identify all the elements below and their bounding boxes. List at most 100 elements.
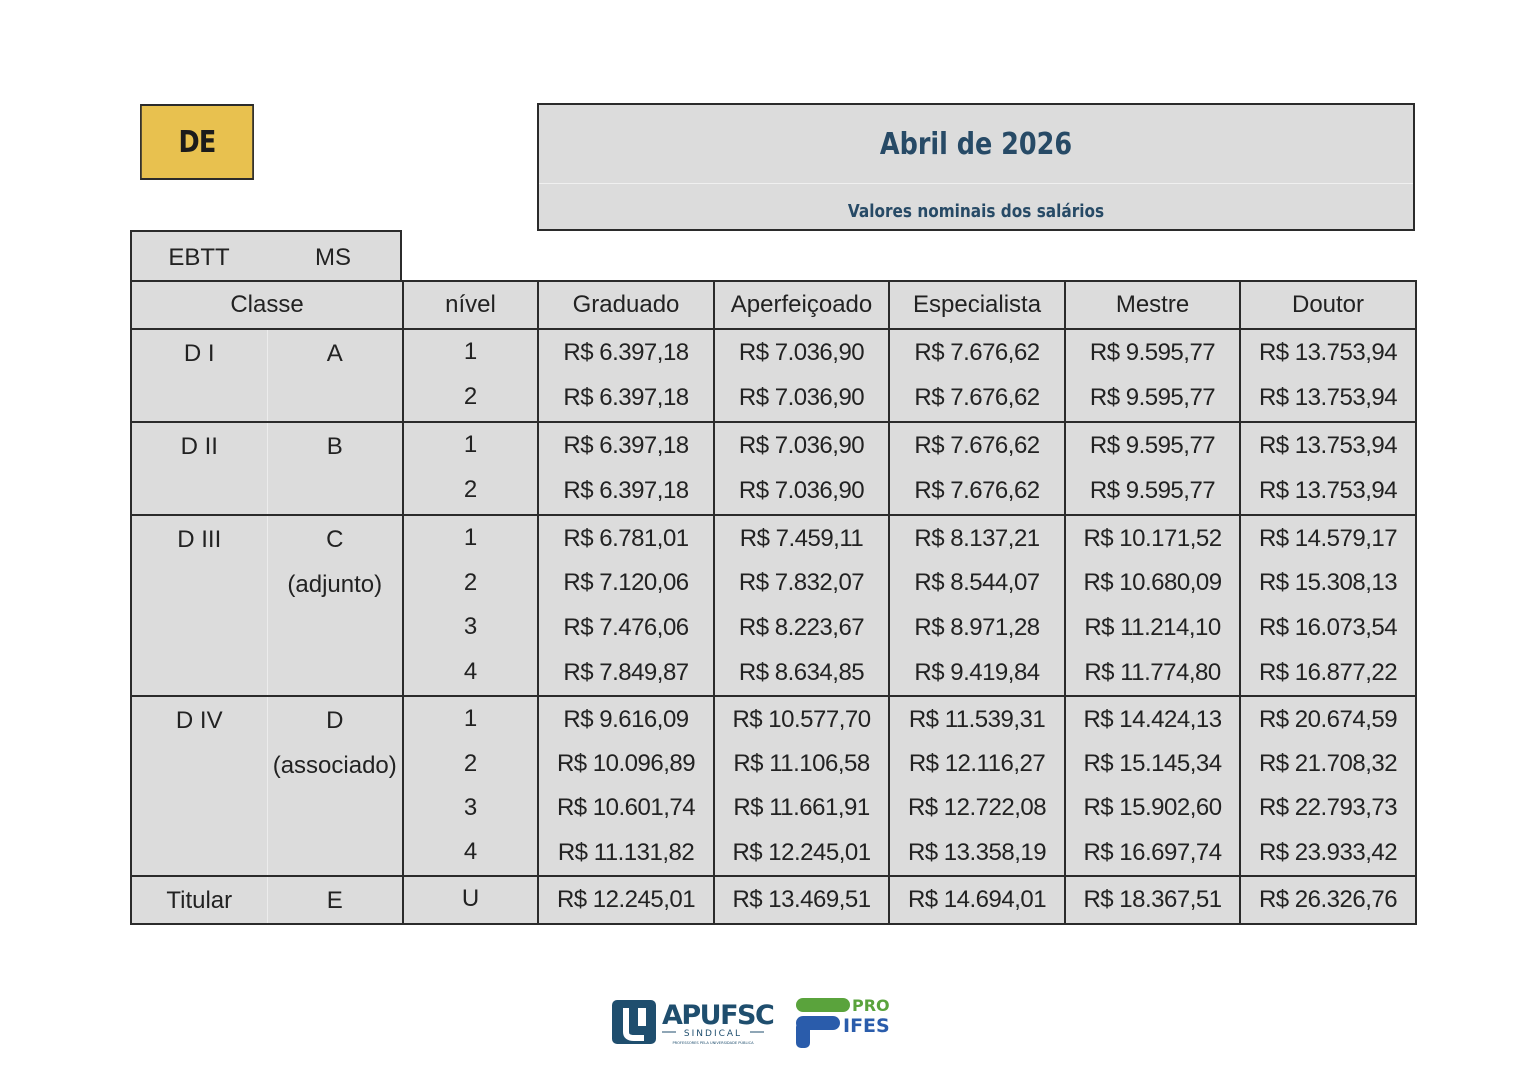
cell-nivel: 1 xyxy=(402,515,539,561)
page-title: Abril de 2026 xyxy=(879,127,1073,162)
cell-ebtt-class: D II xyxy=(130,422,267,468)
col-header-mestre: Mestre xyxy=(1064,281,1241,330)
header-row: Classe nível Graduado Aperfeiçoado Espec… xyxy=(130,281,1417,330)
cell-mestre: R$ 9.595,77 xyxy=(1064,329,1241,375)
cell-aperfeicoado: R$ 12.245,01 xyxy=(713,830,890,877)
cell-especialista: R$ 7.676,62 xyxy=(888,422,1066,468)
cell-ms-class: (associado) xyxy=(266,742,404,786)
table-row: Titular E U R$ 12.245,01 R$ 13.469,51 R$ 14.6… xyxy=(130,876,1417,925)
cell-graduado: R$ 6.781,01 xyxy=(537,515,715,561)
proifes-logo: PRO IFES xyxy=(796,996,890,1048)
cell-graduado: R$ 9.616,09 xyxy=(537,696,715,742)
cell-doutor: R$ 16.073,54 xyxy=(1239,605,1417,650)
cell-especialista: R$ 12.116,27 xyxy=(888,742,1066,786)
cell-ms-class: B xyxy=(266,422,404,468)
header-divider xyxy=(539,183,1413,184)
svg-text:IFES: IFES xyxy=(843,1015,890,1037)
svg-text:SINDICAL: SINDICAL xyxy=(684,1029,742,1039)
cell-aperfeicoado: R$ 7.832,07 xyxy=(713,561,890,605)
cell-doutor: R$ 13.753,94 xyxy=(1239,375,1417,423)
col-header-especialista: Especialista xyxy=(888,281,1066,330)
table-row: 2 R$ 6.397,18 R$ 7.036,90 R$ 7.676,62 R$ 9.5… xyxy=(130,468,1417,516)
cell-ebtt-class xyxy=(130,375,267,423)
cell-ms-class: (adjunto) xyxy=(266,561,404,605)
table-row: 4 R$ 11.131,82 R$ 12.245,01 R$ 13.358,19 R$ … xyxy=(130,830,1417,877)
cell-nivel: 1 xyxy=(402,696,539,742)
cell-ms-class xyxy=(266,786,404,830)
cell-especialista: R$ 14.694,01 xyxy=(888,876,1066,925)
cell-ebtt-class xyxy=(130,786,267,830)
cell-mestre: R$ 15.902,60 xyxy=(1064,786,1241,830)
svg-text:PRO: PRO xyxy=(852,996,890,1015)
cell-doutor: R$ 13.753,94 xyxy=(1239,422,1417,468)
cell-nivel: 4 xyxy=(402,830,539,877)
cell-ebtt-class xyxy=(130,650,267,697)
cell-graduado: R$ 10.096,89 xyxy=(537,742,715,786)
cell-ms-class xyxy=(266,375,404,423)
col-header-classe: Classe xyxy=(130,281,404,330)
cell-doutor: R$ 22.793,73 xyxy=(1239,786,1417,830)
cell-nivel: 4 xyxy=(402,650,539,697)
cell-aperfeicoado: R$ 8.634,85 xyxy=(713,650,890,697)
table-row: D IV D 1 R$ 9.616,09 R$ 10.577,70 R$ 11.539,3… xyxy=(130,696,1417,742)
cell-graduado: R$ 7.120,06 xyxy=(537,561,715,605)
table-row: 2 R$ 6.397,18 R$ 7.036,90 R$ 7.676,62 R$ 9.5… xyxy=(130,375,1417,423)
cell-aperfeicoado: R$ 11.661,91 xyxy=(713,786,890,830)
cell-ebtt-class xyxy=(130,561,267,605)
cell-ms-class: E xyxy=(266,876,404,925)
cell-ms-class xyxy=(266,650,404,697)
cell-nivel: 3 xyxy=(402,786,539,830)
cell-doutor: R$ 20.674,59 xyxy=(1239,696,1417,742)
cell-graduado: R$ 6.397,18 xyxy=(537,468,715,516)
cell-nivel: 1 xyxy=(402,422,539,468)
cell-mestre: R$ 10.680,09 xyxy=(1064,561,1241,605)
cell-aperfeicoado: R$ 7.036,90 xyxy=(713,375,890,423)
table-row: 4 R$ 7.849,87 R$ 8.634,85 R$ 9.419,84 R$ 11.… xyxy=(130,650,1417,697)
cell-especialista: R$ 12.722,08 xyxy=(888,786,1066,830)
cell-graduado: R$ 10.601,74 xyxy=(537,786,715,830)
table-row: (adjunto) 2 R$ 7.120,06 R$ 7.832,07 R$ 8.544… xyxy=(130,561,1417,605)
ebtt-label: EBTT xyxy=(168,244,230,271)
cell-especialista: R$ 7.676,62 xyxy=(888,375,1066,423)
cell-nivel: 1 xyxy=(402,329,539,375)
cell-graduado: R$ 12.245,01 xyxy=(537,876,715,925)
apufsc-logo: APUFSC SINDICAL PROFESSORES PELA UNIVERS… xyxy=(612,1000,775,1045)
table-row: D I A 1 R$ 6.397,18 R$ 7.036,90 R$ 7.676,62 R$… xyxy=(130,329,1417,375)
cell-doutor: R$ 14.579,17 xyxy=(1239,515,1417,561)
cell-especialista: R$ 11.539,31 xyxy=(888,696,1066,742)
table-row: D III C 1 R$ 6.781,01 R$ 7.459,11 R$ 8.137,21… xyxy=(130,515,1417,561)
cell-mestre: R$ 18.367,51 xyxy=(1064,876,1241,925)
col-header-graduado: Graduado xyxy=(537,281,715,330)
cell-especialista: R$ 13.358,19 xyxy=(888,830,1066,877)
page-subtitle: Valores nominais dos salários xyxy=(847,201,1105,222)
cell-especialista: R$ 7.676,62 xyxy=(888,468,1066,516)
cell-aperfeicoado: R$ 8.223,67 xyxy=(713,605,890,650)
table-row: (associado) 2 R$ 10.096,89 R$ 11.106,58 R$ 1… xyxy=(130,742,1417,786)
cell-ms-class xyxy=(266,468,404,516)
cell-ms-class xyxy=(266,605,404,650)
cell-mestre: R$ 10.171,52 xyxy=(1064,515,1241,561)
cell-ms-class: C xyxy=(266,515,404,561)
career-labels: EBTT MS xyxy=(130,230,402,280)
cell-ebtt-class xyxy=(130,830,267,877)
cell-graduado: R$ 7.849,87 xyxy=(537,650,715,697)
cell-nivel: U xyxy=(402,876,539,925)
col-header-aperfeicoado: Aperfeiçoado xyxy=(713,281,890,330)
cell-mestre: R$ 9.595,77 xyxy=(1064,468,1241,516)
cell-doutor: R$ 15.308,13 xyxy=(1239,561,1417,605)
cell-especialista: R$ 8.544,07 xyxy=(888,561,1066,605)
cell-ebtt-class: Titular xyxy=(130,876,267,925)
cell-ebtt-class: D I xyxy=(130,329,267,375)
cell-especialista: R$ 8.971,28 xyxy=(888,605,1066,650)
cell-aperfeicoado: R$ 7.036,90 xyxy=(713,329,890,375)
cell-ms-class: A xyxy=(266,329,404,375)
cell-graduado: R$ 6.397,18 xyxy=(537,329,715,375)
table-row: 3 R$ 10.601,74 R$ 11.661,91 R$ 12.722,08 R$ … xyxy=(130,786,1417,830)
cell-aperfeicoado: R$ 11.106,58 xyxy=(713,742,890,786)
cell-mestre: R$ 15.145,34 xyxy=(1064,742,1241,786)
cell-aperfeicoado: R$ 7.459,11 xyxy=(713,515,890,561)
cell-graduado: R$ 6.397,18 xyxy=(537,422,715,468)
cell-graduado: R$ 6.397,18 xyxy=(537,375,715,423)
cell-aperfeicoado: R$ 10.577,70 xyxy=(713,696,890,742)
ms-label: MS xyxy=(315,244,351,271)
